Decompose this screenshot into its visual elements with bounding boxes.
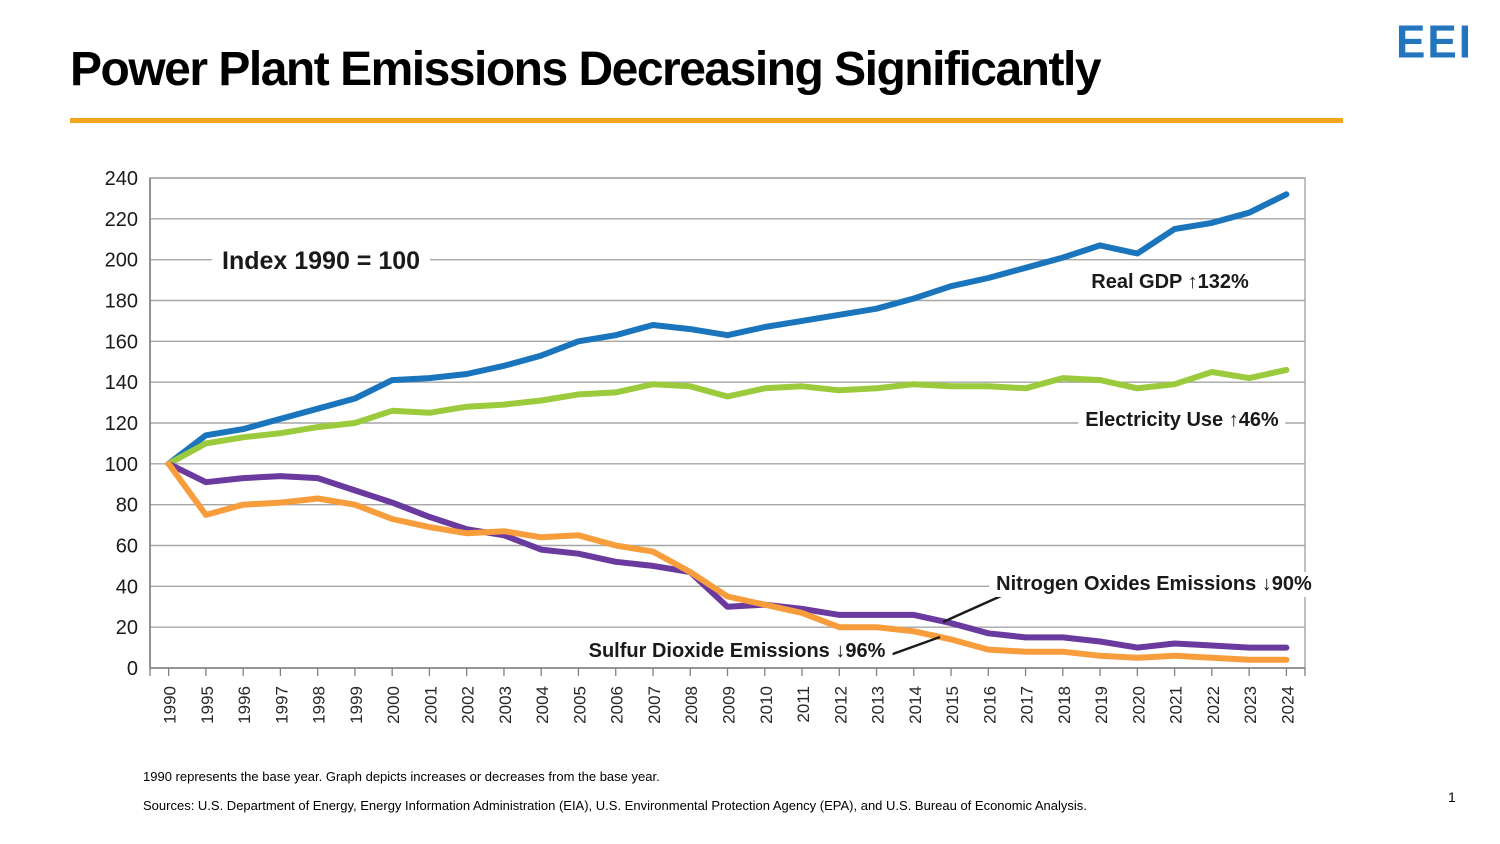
- x-tick-label: 1990: [161, 686, 180, 724]
- x-tick-label: 2021: [1167, 686, 1186, 724]
- x-tick-label: 2004: [533, 686, 552, 724]
- nox-leader-line: [942, 594, 1002, 624]
- x-tick-label: 2016: [980, 686, 999, 724]
- chart-canvas: 0 20 40 60 80 100 120 140 160 180 200 220 240 1990 199…: [105, 168, 1306, 724]
- electricity-annotation: Electricity Use ↑46%: [1078, 408, 1286, 433]
- y-tick-label: 140: [105, 372, 138, 394]
- base-year-note: 1990 represents the base year. Graph dep…: [143, 769, 660, 784]
- x-tick-label: 2007: [645, 686, 664, 724]
- y-tick-label: 100: [105, 454, 138, 476]
- x-tick-label: 2010: [757, 686, 776, 724]
- y-tick-label: 220: [105, 209, 138, 231]
- gdp-annotation: Real GDP ↑132%: [1084, 270, 1256, 295]
- sources-note: Sources: U.S. Department of Energy, Ener…: [143, 798, 1087, 813]
- title-divider: [70, 118, 1343, 123]
- y-tick-label: 120: [105, 413, 138, 435]
- page-number: 1: [1448, 789, 1456, 805]
- y-tick-label: 180: [105, 291, 138, 313]
- y-tick-label: 20: [116, 617, 138, 639]
- y-tick-label: 40: [116, 576, 138, 598]
- x-tick-label: 2023: [1241, 686, 1260, 724]
- electricity-use-line: [165, 366, 1290, 467]
- x-tick-label: 2017: [1018, 686, 1037, 724]
- x-tick-label: 2000: [384, 686, 403, 724]
- x-tick-label: 2008: [682, 686, 701, 724]
- y-tick-label: 80: [116, 495, 138, 517]
- so2-leader-line: [889, 635, 941, 657]
- x-tick-label: 2011: [794, 686, 813, 723]
- x-tick-label: 1996: [235, 686, 254, 724]
- index-note: Index 1990 = 100: [212, 247, 431, 276]
- x-tick-label: 2006: [608, 686, 627, 724]
- x-tick-label: 2003: [496, 686, 515, 724]
- x-tick-label: 2013: [869, 686, 888, 724]
- nox-annotation: Nitrogen Oxides Emissions ↓90%: [989, 572, 1319, 597]
- nitrogen-oxides-emissions-line: [165, 460, 1290, 651]
- x-tick-label: 2014: [906, 686, 925, 724]
- x-tick-label: 2015: [943, 686, 962, 724]
- x-tick-label: 2005: [570, 686, 589, 724]
- y-tick-label: 240: [105, 168, 138, 190]
- y-tick-label: 160: [105, 331, 138, 353]
- x-tick-label: 2020: [1129, 686, 1148, 724]
- so2-annotation: Sulfur Dioxide Emissions ↓96%: [581, 639, 893, 664]
- y-tick-label: 200: [105, 250, 138, 272]
- y-tick-label: 0: [127, 658, 138, 680]
- x-tick-label: 2018: [1055, 686, 1074, 724]
- x-tick-label: 2002: [459, 686, 478, 724]
- x-tick-label: 1997: [272, 686, 291, 724]
- x-tick-label: 2022: [1204, 686, 1223, 724]
- x-tick-label: 1995: [198, 686, 217, 724]
- y-tick-label: 60: [116, 536, 138, 558]
- eei-logo: EEI: [1396, 16, 1473, 69]
- x-tick-label: 2001: [421, 686, 440, 724]
- sulfur-dioxide-emissions-line: [165, 460, 1290, 663]
- line-chart: 0 20 40 60 80 100 120 140 160 180 200 220 240 1990 199…: [0, 140, 1500, 780]
- x-tick-label: 2024: [1278, 686, 1297, 724]
- x-tick-label: 2012: [831, 686, 850, 724]
- x-tick-label: 1999: [347, 686, 366, 724]
- page-title: Power Plant Emissions Decreasing Signifi…: [70, 43, 1102, 96]
- x-tick-label: 1998: [310, 686, 329, 724]
- x-tick-label: 2009: [720, 686, 739, 724]
- real-gdp-line: [165, 191, 1290, 467]
- x-tick-label: 2019: [1092, 686, 1111, 724]
